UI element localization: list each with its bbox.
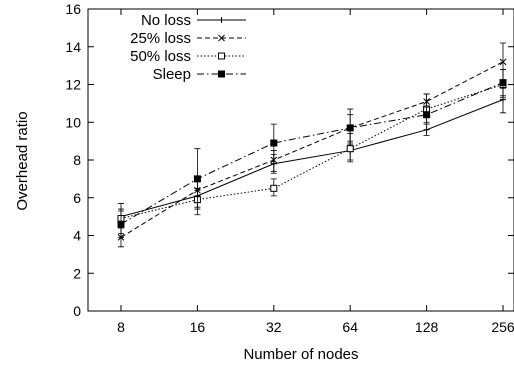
data-point-50pct-loss [270,184,278,192]
legend-marker-no-loss [218,17,225,23]
y-tick-label: 12 [65,77,81,93]
x-tick-label: 64 [342,319,358,335]
data-point-sleep [423,111,431,119]
series-line-25pct-loss [120,61,504,238]
data-point-sleep [270,139,278,147]
legend-marker-25pct-loss [218,34,225,42]
series-line-no-loss [120,99,504,218]
data-point-sleep [346,124,354,132]
x-tick-label: 256 [491,319,514,335]
data-point-sleep [193,175,201,183]
series-line-sleep [120,82,504,225]
y-tick-label: 8 [73,152,81,168]
y-tick-label: 14 [65,39,81,55]
x-tick-label: 8 [117,319,125,335]
legend-label-sleep: Sleep [153,66,191,83]
data-point-no-loss [423,126,430,133]
plot-marks: 0 2 4 6 8 10 12 14 16 8 16 32 64 128 256 [65,1,514,335]
x-tick-label: 16 [190,319,206,335]
data-point-sleep [499,79,507,87]
legend-marker-sleep [218,70,225,78]
data-point-25pct-loss [499,58,507,66]
y-tick-label: 10 [65,114,81,130]
y-tick-label: 16 [65,1,81,17]
y-axis-label: Overhead ratio [14,111,31,210]
legend-label-no-loss: No loss [141,12,191,29]
legend-label-25pct-loss: 25% loss [130,30,191,47]
y-tick-label: 4 [73,228,81,244]
x-tick-label: 128 [415,319,439,335]
legend-label-50pct-loss: 50% loss [130,48,191,65]
data-point-50pct-loss [346,145,354,153]
x-axis-label: Number of nodes [243,346,358,363]
y-tick-label: 0 [73,303,81,319]
y-tick-label: 2 [73,265,81,281]
legend-marker-50pct-loss [218,52,225,60]
data-point-sleep [117,220,125,228]
y-tick-label: 6 [73,190,81,206]
x-tick-label: 32 [266,319,282,335]
